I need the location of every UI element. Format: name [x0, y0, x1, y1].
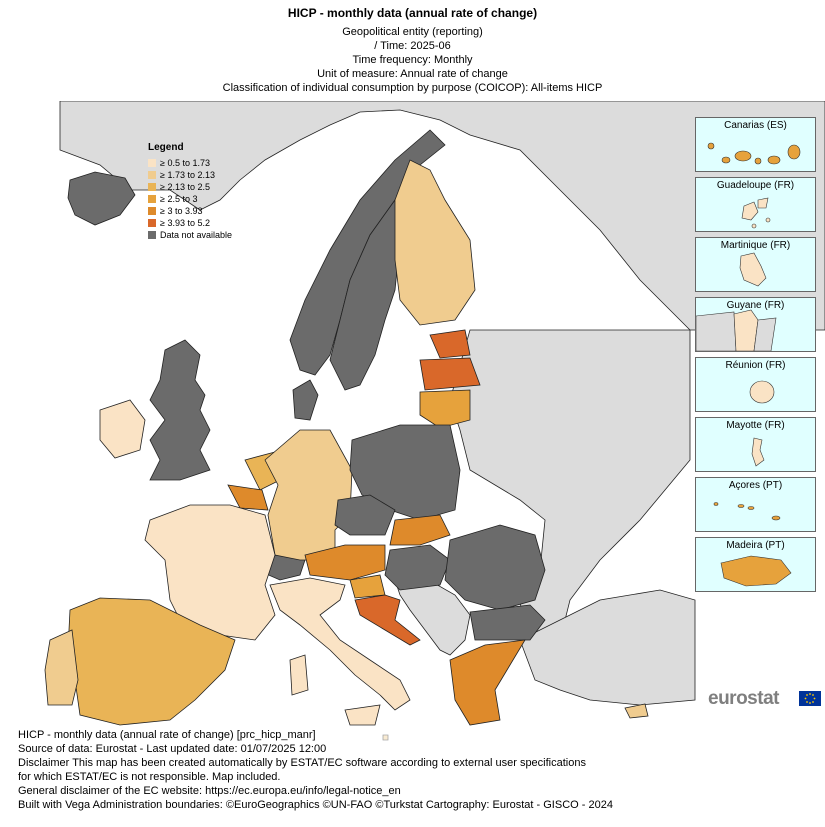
inset-map — [751, 437, 765, 467]
region-italy — [269, 577, 411, 711]
footer-dataset: HICP - monthly data (annual rate of chan… — [18, 729, 316, 741]
region-lithuania — [419, 389, 471, 429]
inset-map — [713, 502, 781, 521]
legend-swatch — [148, 207, 156, 215]
eurostat-logo: eurostat — [708, 688, 779, 709]
region-belgium — [227, 484, 269, 511]
inset-guyane[interactable]: Guyane (FR) — [695, 297, 816, 352]
inset-madeira[interactable]: Madeira (PT) — [695, 537, 816, 592]
legend-item: ≥ 0.5 to 1.73 — [148, 157, 232, 169]
legend-swatch — [148, 159, 156, 167]
region-slovakia — [389, 514, 451, 546]
legend-swatch — [148, 171, 156, 179]
legend-swatch — [148, 219, 156, 227]
inset-acores[interactable]: Açores (PT) — [695, 477, 816, 532]
region-finland — [394, 159, 476, 326]
region-ireland — [99, 399, 146, 459]
inset-label: Madeira (PT) — [726, 540, 785, 551]
map-canvas[interactable]: Legend ≥ 0.5 to 1.73 ≥ 1.73 to 2.13 ≥ 2.… — [0, 101, 825, 827]
region-non-eu-balkans — [394, 574, 471, 656]
legend-label: ≥ 3 to 3.93 — [160, 206, 203, 216]
eu-flag-stars — [804, 693, 816, 704]
footer-source: Source of data: Eurostat - Last updated … — [18, 743, 327, 755]
subtitle-line-coicop: Classification of individual consumption… — [222, 82, 603, 94]
eu-flag-icon — [799, 691, 821, 706]
legend-label: ≥ 1.73 to 2.13 — [160, 170, 215, 180]
inset-label: Açores (PT) — [728, 480, 783, 491]
region-austria — [304, 544, 386, 581]
inset-label: Réunion (FR) — [725, 360, 786, 371]
region-non-eu-north — [59, 101, 825, 331]
map-footer: HICP - monthly data (annual rate of chan… — [18, 728, 798, 812]
legend-item: ≥ 2.5 to 3 — [148, 193, 232, 205]
inset-map — [749, 380, 775, 404]
legend-item: ≥ 3 to 3.93 — [148, 205, 232, 217]
subtitle-line-frequency: Time frequency: Monthly — [352, 54, 473, 66]
footer-legal-link[interactable]: General disclaimer of the EC website: ht… — [18, 785, 401, 797]
region-denmark — [292, 379, 319, 421]
subtitle-line-geo: Geopolitical entity (reporting) — [342, 26, 483, 38]
legend-label: ≥ 0.5 to 1.73 — [160, 158, 210, 168]
subtitle-line-unit: Unit of measure: Annual rate of change — [317, 68, 508, 80]
region-greece — [449, 639, 526, 726]
map-header: HICP - monthly data (annual rate of chan… — [0, 6, 825, 95]
inset-reunion[interactable]: Réunion (FR) — [695, 357, 816, 412]
region-sardinia — [289, 654, 309, 696]
inset-label: Guyane (FR) — [726, 300, 785, 311]
region-non-eu-norway — [289, 129, 446, 376]
map-subtitle: Geopolitical entity (reporting) / Time: … — [0, 25, 825, 95]
region-non-eu-iceland — [67, 171, 136, 226]
europe-map[interactable] — [0, 101, 825, 827]
legend-title: Legend — [148, 142, 184, 153]
map-title: HICP - monthly data (annual rate of chan… — [287, 6, 538, 20]
subtitle-line-time: / Time: 2025-06 — [374, 40, 451, 52]
region-croatia — [354, 594, 421, 646]
region-estonia — [429, 329, 471, 359]
footer-disclaimer-cont: for which ESTAT/EC is not responsible. M… — [18, 771, 281, 783]
inset-map — [720, 555, 792, 587]
map-legend: Legend ≥ 0.5 to 1.73 ≥ 1.73 to 2.13 ≥ 2.… — [148, 142, 232, 241]
legend-label: Data not available — [160, 230, 233, 240]
footer-credits: Built with Vega Administration boundarie… — [18, 799, 613, 811]
legend-label: ≥ 3.93 to 5.2 — [160, 218, 210, 228]
region-cyprus — [624, 703, 649, 719]
region-germany — [264, 429, 353, 561]
region-portugal — [44, 629, 79, 706]
legend-label: ≥ 2.13 to 2.5 — [160, 182, 210, 192]
region-romania — [444, 524, 546, 611]
region-latvia — [419, 357, 481, 391]
inset-martinique[interactable]: Martinique (FR) — [695, 237, 816, 292]
region-czechia — [334, 494, 396, 536]
region-france — [144, 504, 276, 641]
inset-map — [739, 252, 767, 287]
region-sicily — [344, 704, 381, 726]
inset-label: Guadeloupe (FR) — [716, 180, 795, 191]
region-non-eu-turkey — [519, 589, 696, 706]
inset-canarias[interactable]: Canarias (ES) — [695, 117, 816, 172]
inset-map — [696, 309, 777, 351]
inset-map — [707, 142, 801, 165]
legend-item: ≥ 1.73 to 2.13 — [148, 169, 232, 181]
inset-label: Martinique (FR) — [720, 240, 791, 251]
inset-label: Mayotte (FR) — [726, 420, 785, 431]
legend-swatch — [148, 195, 156, 203]
legend-label: ≥ 2.5 to 3 — [160, 194, 198, 204]
legend-swatch — [148, 231, 156, 239]
region-non-eu-uk — [149, 339, 211, 481]
region-hungary — [384, 544, 451, 591]
region-bulgaria — [469, 604, 546, 641]
inset-label: Canarias (ES) — [724, 120, 787, 131]
inset-map — [741, 197, 771, 229]
inset-mayotte[interactable]: Mayotte (FR) — [695, 417, 816, 472]
legend-item: ≥ 2.13 to 2.5 — [148, 181, 232, 193]
inset-guadeloupe[interactable]: Guadeloupe (FR) — [695, 177, 816, 232]
legend-swatch — [148, 183, 156, 191]
footer-disclaimer: Disclaimer This map has been created aut… — [18, 757, 586, 769]
legend-item: Data not available — [148, 229, 232, 241]
legend-item: ≥ 3.93 to 5.2 — [148, 217, 232, 229]
